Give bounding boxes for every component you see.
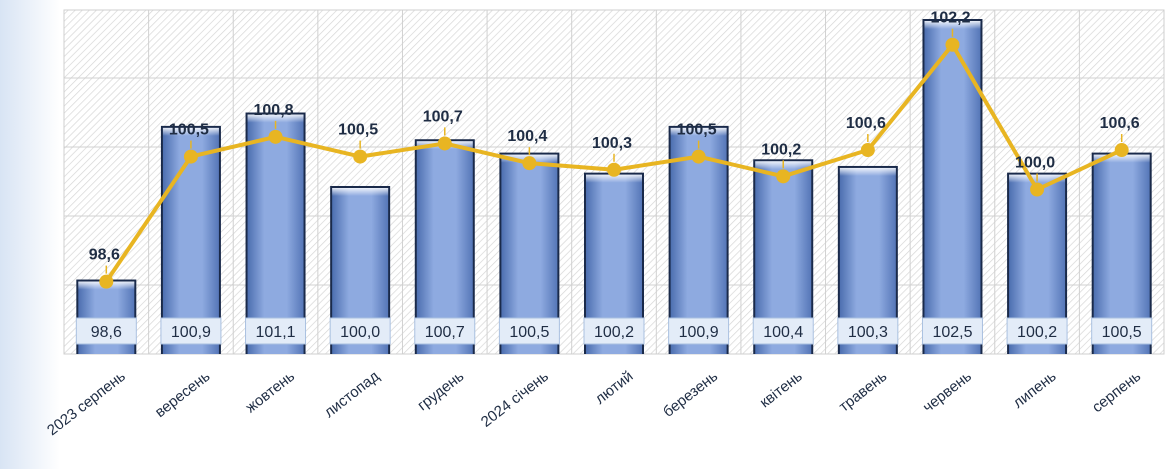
line-value-label: 100,5: [338, 122, 378, 139]
bar: [247, 114, 304, 355]
bar-highlight: [1093, 154, 1150, 163]
line-point: [776, 169, 791, 184]
x-tick-label: вересень: [152, 368, 214, 421]
bar-value-box: [414, 317, 476, 345]
bar-value-box: [160, 317, 222, 345]
line-value-label: 100,0: [1015, 155, 1055, 172]
bar-highlight: [670, 127, 727, 136]
line-point: [268, 129, 283, 144]
bar-value-box: [1006, 317, 1068, 345]
line-value-label: 100,2: [761, 141, 801, 158]
bar-value-label: 100,2: [594, 324, 634, 341]
bar-value-label: 100,2: [1017, 324, 1057, 341]
bar-highlight: [924, 21, 981, 29]
line-value-label: 100,6: [846, 115, 886, 132]
bar-value-box: [752, 317, 814, 345]
x-tick-label: 2023 серпень: [44, 368, 129, 440]
x-tick-label: червень: [920, 368, 975, 416]
line-value-label: 100,7: [423, 108, 463, 125]
line-point: [353, 149, 368, 164]
x-axis: 2023 серпень вересень жовтень листопад груде…: [44, 368, 1144, 440]
line-point: [691, 149, 706, 164]
bar-value-label: 100,3: [848, 324, 888, 341]
line-value-label: 100,6: [1100, 115, 1140, 132]
bar-value-label: 100,5: [1102, 324, 1142, 341]
bar-value-label: 100,7: [425, 324, 465, 341]
bar-value-box: [583, 317, 645, 345]
bar: [162, 127, 219, 354]
bar-value-label: 100,9: [171, 324, 211, 341]
bar: [670, 127, 727, 354]
line-value-label: 100,8: [254, 102, 294, 119]
bar-highlight: [586, 174, 642, 183]
bar-value-label: 98,6: [91, 324, 122, 341]
line-point: [522, 156, 537, 171]
bar-value-label: 100,5: [509, 324, 549, 341]
bar-value-box: [498, 317, 560, 345]
bar-value-box: [921, 317, 983, 345]
line-point: [437, 136, 452, 151]
bar-value-label: 101,1: [256, 324, 296, 341]
line-point: [1114, 143, 1129, 158]
bar-value-box: [245, 317, 307, 345]
bar-value-label: 102,5: [932, 324, 972, 341]
line-point: [99, 274, 114, 289]
x-tick-label: березень: [660, 368, 721, 421]
bar-value-box: [75, 317, 137, 345]
bar-highlight: [332, 188, 389, 196]
x-tick-label: грудень: [414, 368, 467, 415]
x-tick-label: травень: [836, 368, 891, 416]
bar-value-box: [668, 317, 730, 345]
x-tick-label: 2024 січень: [478, 368, 552, 431]
line-value-label: 100,5: [677, 122, 717, 139]
bar-highlight: [839, 167, 896, 176]
line-value-label: 102,2: [930, 10, 970, 27]
bars: 98,6 100,9 101,1 100,0 100,7 100,5 100,2 100,9 1…: [75, 19, 1153, 355]
bar-value-box: [329, 317, 391, 345]
x-tick-label: листопад: [321, 368, 383, 422]
line-value-label: 100,5: [169, 122, 209, 139]
line-point: [183, 149, 198, 164]
x-tick-label: квітень: [757, 368, 806, 412]
line-point: [1030, 182, 1045, 197]
line-point: [607, 162, 621, 177]
bar-value-box: [1091, 317, 1153, 345]
bar-value-label: 100,4: [763, 324, 803, 341]
line-value-label: 98,6: [89, 247, 120, 264]
bar-highlight: [247, 114, 304, 123]
line-point: [945, 37, 960, 52]
bar-value-box: [837, 317, 899, 345]
bar-value-label: 100,9: [679, 324, 719, 341]
line-point: [860, 143, 875, 158]
line-value-label: 100,3: [592, 135, 632, 152]
bar-highlight: [162, 127, 219, 136]
bar-value-label: 100,0: [340, 324, 380, 341]
x-tick-label: лютий: [592, 368, 637, 408]
line-value-label: 100,4: [507, 128, 547, 145]
line-series: 98,6 100,5 100,8 100,5 100,7 100,4 100,3 100,5 1…: [89, 10, 1140, 289]
x-tick-label: серпень: [1089, 368, 1144, 416]
x-tick-label: жовтень: [242, 368, 298, 417]
x-tick-label: липень: [1010, 368, 1060, 412]
